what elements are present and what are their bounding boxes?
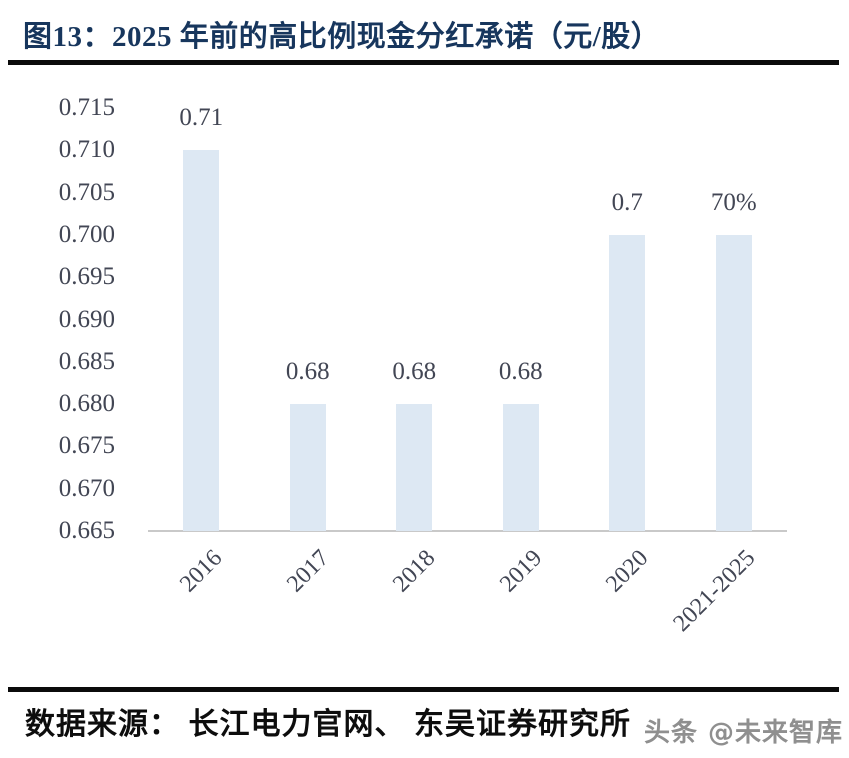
y-axis-tick-label: 0.710 (58, 136, 115, 164)
x-axis-tick-label: 2018 (388, 545, 441, 598)
watermark-text: 头条 @未来智库 (643, 718, 843, 748)
y-axis-tick-label: 0.715 (58, 94, 115, 121)
title-divider-line (8, 60, 839, 65)
x-axis-tick-label: 2017 (281, 545, 335, 598)
y-axis-tick-label: 0.685 (58, 347, 115, 375)
bar-2016 (183, 150, 220, 531)
y-axis-tick-label: 0.665 (58, 517, 115, 544)
y-axis-tick-label: 0.705 (58, 178, 115, 206)
footer-divider-line (8, 687, 839, 692)
y-axis-tick-label: 0.670 (58, 474, 115, 502)
bar-2018 (396, 404, 433, 531)
bar-value-label: 0.68 (392, 358, 437, 386)
bar-value-label: 0.71 (179, 104, 224, 132)
y-axis-tick-label: 0.700 (58, 220, 115, 248)
bar-value-label: 0.68 (498, 358, 543, 386)
y-axis-tick-label: 0.695 (58, 263, 115, 291)
x-axis-tick-label: 2019 (494, 545, 548, 598)
y-axis-tick-label: 0.690 (58, 305, 115, 333)
x-axis-tick-label: 2020 (601, 545, 654, 598)
bar-value-label: 0.68 (285, 358, 330, 386)
bar-value-label: 70% (710, 188, 757, 216)
x-axis-baseline (148, 530, 787, 532)
bar-2021-2025 (715, 234, 752, 531)
bar-2017 (289, 404, 326, 531)
y-axis-tick-label: 0.675 (58, 432, 115, 460)
data-source-text: 数据来源： 长江电力官网、 东吴证券研究所 (25, 708, 631, 741)
y-axis-tick-label: 0.680 (58, 390, 115, 418)
figure-title: 图13：2025 年前的高比例现金分红承诺（元/股） (23, 21, 661, 53)
x-axis-tick-label: 2016 (175, 545, 228, 598)
bar-value-label: 0.7 (611, 188, 643, 216)
bar-2019 (502, 404, 539, 531)
x-axis-tick-label: 2021-2025 (668, 545, 761, 637)
bar-2020 (609, 234, 646, 531)
